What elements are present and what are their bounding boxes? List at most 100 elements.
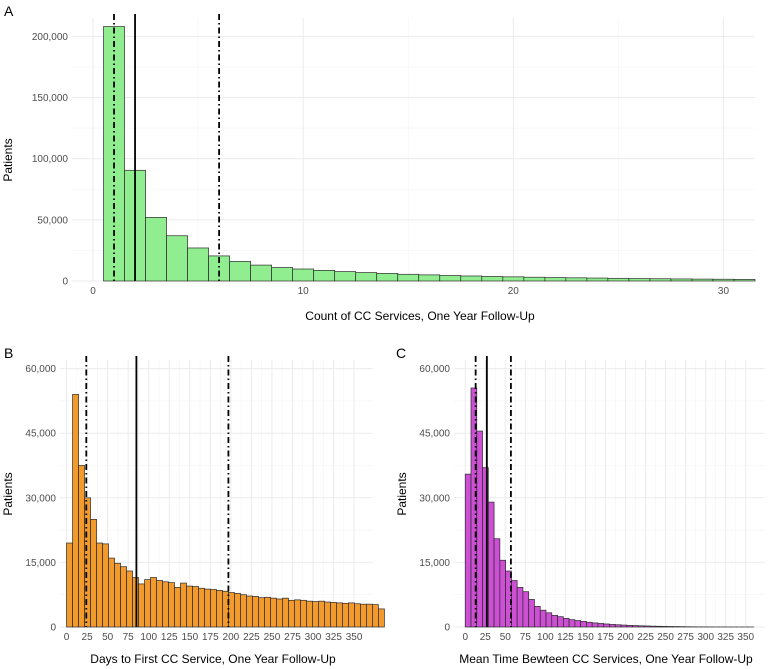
histogram-bar: [366, 603, 373, 628]
histogram-bar: [691, 278, 714, 282]
histogram-bar: [643, 625, 651, 628]
histogram-bar: [439, 275, 462, 282]
histogram-bar: [655, 625, 662, 628]
histogram-bar: [120, 566, 127, 628]
x-tick-label: 75: [123, 632, 135, 643]
y-tick-label: 200,000: [32, 32, 69, 43]
histogram-bar: [250, 264, 272, 282]
histogram-bar: [557, 616, 564, 628]
panel-b: B 0 15,000 30,000 45,000 60,000 0 25 50 75 100 12…: [1, 345, 385, 666]
histogram-bar: [336, 602, 343, 628]
histogram-bar: [313, 270, 336, 282]
histogram-bar: [661, 626, 668, 628]
y-tick-label: 15,000: [25, 558, 56, 569]
histogram-bar: [632, 625, 639, 628]
histogram-bar: [502, 276, 525, 282]
histogram-bar: [574, 620, 581, 628]
histogram-bar: [216, 590, 223, 628]
histogram-bar: [96, 542, 103, 628]
y-tick-label: 30,000: [419, 493, 450, 504]
y-tick-label: 0: [62, 277, 68, 288]
histogram-bar: [276, 598, 283, 628]
x-tick-label: 0: [462, 632, 468, 643]
x-tick-label: 225: [637, 632, 654, 643]
x-tick-label: 350: [737, 632, 754, 643]
histogram-bar: [114, 562, 121, 628]
x-tick-label: 125: [557, 632, 574, 643]
histogram-bar: [586, 621, 593, 628]
x-tick-label: 30: [718, 286, 730, 297]
histogram-bar: [626, 625, 633, 628]
histogram-bar: [288, 599, 295, 628]
x-tick-label: 25: [82, 632, 94, 643]
histogram-bar: [246, 595, 253, 628]
panel-c-y-tick-labels: 0 15,000 30,000 45,000 60,000: [419, 364, 450, 633]
histogram-bar: [620, 624, 628, 628]
histogram-bar: [354, 603, 361, 628]
panel-b-reference-lines: [85, 356, 230, 627]
histogram-bar: [609, 624, 616, 628]
histogram-bar: [460, 275, 483, 282]
histogram-bar: [334, 271, 357, 282]
x-tick-label: 150: [181, 632, 198, 643]
panel-a-gridlines: [72, 18, 755, 282]
histogram-bar: [318, 600, 325, 628]
panel-a-y-tick-labels: 0 50,000 100,000 150,000 200,000: [32, 32, 69, 288]
histogram-bar: [614, 624, 622, 628]
panel-c-x-tick-labels: 0 25 50 75 100 125 150 175 200 225 250 275 300 325 350: [462, 632, 754, 643]
histogram-bar: [72, 394, 79, 628]
histogram-bar: [607, 277, 630, 282]
x-tick-label: 175: [202, 632, 219, 643]
x-tick-label: 175: [597, 632, 614, 643]
y-tick-label: 30,000: [25, 493, 56, 504]
histogram-bar: [544, 277, 567, 282]
x-tick-label: 275: [677, 632, 694, 643]
panel-b-bars: [66, 394, 385, 628]
histogram-bar: [511, 580, 518, 628]
histogram-bar: [528, 599, 535, 628]
y-tick-label: 150,000: [32, 93, 69, 104]
histogram-bar: [145, 217, 167, 282]
x-tick-label: 0: [90, 286, 96, 297]
histogram-bar: [649, 278, 672, 282]
y-tick-label: 60,000: [25, 364, 56, 375]
panel-c-reference-lines: [474, 356, 512, 627]
histogram-bar: [481, 276, 504, 282]
x-tick-label: 300: [305, 632, 322, 643]
panel-b-y-axis-title: Patients: [1, 472, 15, 515]
histogram-bar: [568, 619, 576, 628]
panel-b-x-axis-title: Days to First CC Service, One Year Follo…: [90, 652, 336, 666]
histogram-bar: [294, 599, 301, 628]
histogram-bar: [192, 586, 199, 628]
histogram-bar: [545, 612, 553, 628]
y-tick-label: 50,000: [37, 215, 68, 226]
y-tick-label: 15,000: [419, 558, 450, 569]
x-tick-label: 100: [537, 632, 554, 643]
histogram-bar: [360, 603, 367, 628]
histogram-bar: [376, 273, 399, 282]
histogram-bar: [330, 602, 337, 628]
x-tick-label: 325: [325, 632, 342, 643]
histogram-bar: [229, 261, 251, 282]
histogram-bar: [228, 592, 235, 628]
histogram-bar: [523, 276, 546, 282]
histogram-bar: [397, 273, 420, 282]
histogram-bar: [603, 623, 610, 628]
histogram-bar: [144, 579, 151, 628]
x-tick-label: 10: [298, 286, 310, 297]
y-tick-label: 45,000: [25, 429, 56, 440]
panel-a-x-tick-labels: 0 10 20 30: [90, 286, 729, 297]
panel-c-bars: [464, 387, 755, 628]
histogram-bar: [187, 247, 209, 282]
histogram-bar: [138, 583, 145, 628]
histogram-bar: [597, 623, 605, 628]
panel-c-x-axis-title: Mean Time Bewteen CC Services, One Year …: [459, 652, 753, 666]
histogram-bar: [240, 594, 247, 628]
panel-a-label: A: [4, 3, 14, 19]
histogram-bar: [174, 587, 181, 628]
panel-a-reference-lines: [113, 14, 221, 281]
histogram-bar: [300, 599, 307, 628]
x-tick-label: 20: [508, 286, 520, 297]
histogram-bar: [418, 274, 441, 282]
